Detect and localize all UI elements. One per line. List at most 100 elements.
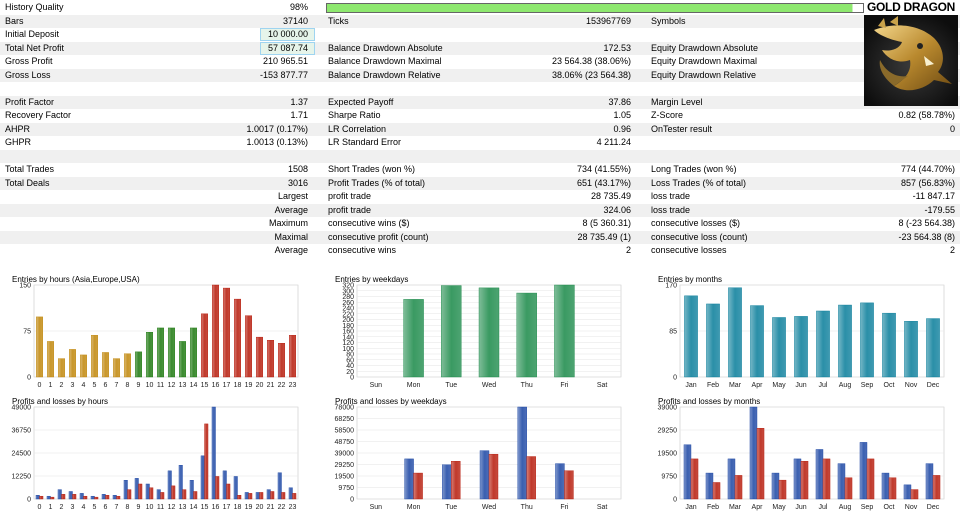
x-tick-label: 0	[38, 504, 42, 511]
x-tick-label: 5	[93, 504, 97, 511]
ahpr-value: 1.0017 (0.17%)	[246, 123, 308, 134]
bar	[145, 483, 150, 500]
y-tick-label: 19500	[335, 474, 355, 481]
x-tick-label: May	[772, 504, 786, 511]
x-tick-label: Oct	[884, 382, 895, 389]
short-trades-label: Short Trades (won %)	[328, 164, 416, 174]
x-tick-label: 20	[256, 382, 264, 389]
x-tick-label: Thu	[521, 382, 533, 389]
chart-pl-by-weekdays: Profits and losses by weekdays 0 9750 19500…	[327, 395, 627, 513]
x-tick-label: 8	[126, 504, 130, 511]
bar	[101, 494, 106, 500]
chart-title: Entries by weekdays	[335, 275, 408, 284]
bar	[289, 335, 297, 378]
y-tick-label: 0	[27, 375, 31, 382]
chart-entries-by-weekdays: Entries by weekdays 0 20 40 60 80 100 120 140 160…	[327, 273, 627, 391]
bar	[488, 453, 499, 500]
x-tick-label: 16	[212, 504, 220, 511]
bar	[105, 495, 110, 500]
bar	[116, 495, 121, 500]
x-tick-label: 21	[267, 504, 275, 511]
y-tick-label: 78000	[335, 405, 355, 412]
bar	[705, 472, 714, 500]
chart-entries-by-hours: Entries by hours (Asia,Europe,USA) 0 75 150…	[4, 273, 304, 391]
bar	[517, 406, 527, 500]
y-tick-label: 100	[342, 346, 354, 353]
x-tick-label: 15	[201, 382, 209, 389]
x-tick-label: 15	[201, 504, 209, 511]
ghpr-value: 1.0013 (0.13%)	[246, 137, 308, 147]
ghpr-label: GHPR	[5, 137, 32, 147]
bar	[160, 492, 165, 500]
x-tick-label: Sat	[597, 382, 608, 389]
x-tick-label: 19	[245, 504, 253, 511]
y-tick-label: 19500	[658, 451, 678, 458]
long-trades-value: 774 (44.70%)	[900, 164, 955, 174]
bar	[83, 495, 88, 500]
x-tick-label: Aug	[839, 382, 852, 389]
ontester-value: 0	[949, 123, 955, 134]
initial-deposit-value: 10 000.00	[267, 29, 308, 39]
bar	[259, 492, 264, 500]
average-loss-value: -179.55	[924, 204, 955, 215]
x-tick-label: Feb	[707, 504, 719, 511]
bar	[554, 284, 575, 378]
chart-pl-by-hours: Profits and losses by hours 0 12250 24500 36…	[4, 395, 304, 513]
bar	[903, 484, 912, 500]
x-tick-label: 14	[190, 504, 198, 511]
x-tick-label: 6	[104, 382, 108, 389]
x-tick-label: 10	[146, 382, 154, 389]
x-tick-label: Aug	[839, 504, 852, 511]
bar	[882, 312, 896, 378]
average-label: Average	[274, 204, 308, 215]
bar	[211, 284, 219, 378]
bar	[149, 487, 154, 500]
bar	[278, 343, 286, 378]
x-tick-label: 2	[60, 504, 64, 511]
bar	[932, 475, 941, 500]
pl-by-months-svg: Profits and losses by months 0 9750 19500 29…	[658, 397, 945, 511]
bar	[156, 489, 161, 500]
row-gross-profit: Gross Profit 210 965.51 Balance Drawdown…	[0, 55, 960, 69]
bar	[451, 461, 461, 500]
x-tick-label: 18	[234, 382, 242, 389]
loss-trades-value: 857 (56.83%)	[900, 177, 955, 188]
x-tick-label: Tue	[445, 382, 457, 389]
gross-loss-value: -153 877.77	[259, 69, 308, 80]
largest-label: Largest	[277, 191, 308, 201]
bar	[479, 450, 490, 500]
bar	[90, 335, 98, 378]
recovery-factor-value: 1.71	[290, 110, 308, 120]
history-quality-value: 98%	[289, 2, 308, 12]
maximal-profit-value: 28 735.49 (1)	[577, 231, 631, 242]
row-maximal: Maximal consecutive profit (count) 28 73…	[0, 230, 960, 244]
x-tick-label: Jan	[685, 504, 696, 511]
bar	[189, 327, 197, 378]
row-average-consecutive: Average consecutive wins 2 consecutive l…	[0, 244, 960, 258]
bar	[255, 336, 263, 378]
bar	[267, 339, 275, 378]
chart-title: Profits and losses by months	[658, 397, 760, 406]
bar	[904, 321, 918, 378]
x-tick-label: 11	[157, 504, 164, 511]
x-tick-label: 10	[146, 504, 154, 511]
total-deals-value: 3016	[287, 177, 308, 188]
bar	[926, 318, 940, 378]
bar	[683, 444, 692, 500]
x-tick-label: Feb	[707, 382, 719, 389]
bar	[771, 472, 780, 500]
bar	[288, 487, 293, 500]
lr-std-error-value: 4 211.24	[596, 137, 631, 147]
bar	[910, 489, 919, 500]
row-spacer-2	[0, 149, 960, 163]
chart-title: Entries by months	[658, 275, 722, 284]
sharpe-ratio-value: 1.05	[613, 110, 631, 120]
y-tick-label: 58500	[335, 428, 355, 435]
largest-profit-value: 28 735.49	[590, 191, 631, 201]
y-tick-label: 36750	[12, 428, 32, 435]
x-tick-label: Nov	[905, 382, 918, 389]
bar	[404, 458, 414, 500]
bar	[200, 455, 205, 500]
bar	[68, 491, 73, 500]
bars-value: 37140	[282, 15, 308, 26]
